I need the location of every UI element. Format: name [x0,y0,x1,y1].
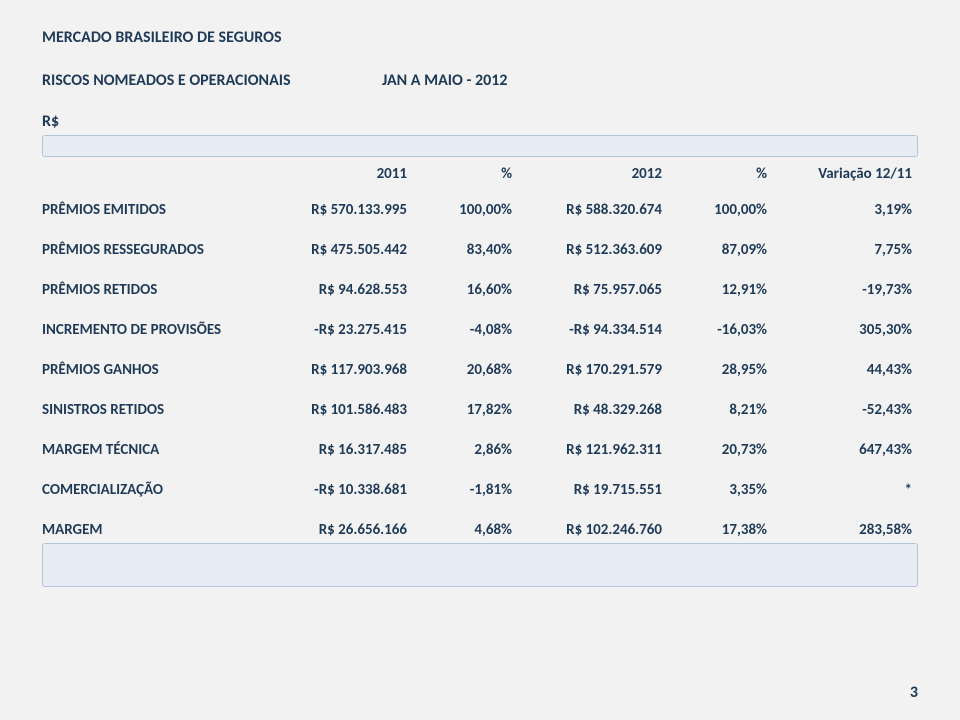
cell-2011: R$ 101.586.483 [267,401,417,419]
row-label: PRÊMIOS RESSEGURADOS [42,241,267,259]
row-label: PRÊMIOS EMITIDOS [42,201,267,219]
table-row: PRÊMIOS EMITIDOSR$ 570.133.995100,00%R$ … [42,201,918,219]
cell-pct-2011: -1,81% [417,481,522,499]
cell-pct-2011: 17,82% [417,401,522,419]
header-pct1: % [417,165,522,183]
bottom-band [42,543,918,587]
cell-2012: R$ 170.291.579 [522,361,672,379]
cell-pct-2012: 3,35% [672,481,777,499]
cell-2012: R$ 19.715.551 [522,481,672,499]
table-row: COMERCIALIZAÇÃO-R$ 10.338.681-1,81%R$ 19… [42,481,918,499]
cell-pct-2011: 100,00% [417,201,522,219]
cell-variation: 305,30% [777,321,918,339]
cell-pct-2012: 17,38% [672,521,777,539]
table-row: SINISTROS RETIDOSR$ 101.586.48317,82%R$ … [42,401,918,419]
cell-pct-2012: 12,91% [672,281,777,299]
table-row: PRÊMIOS RESSEGURADOSR$ 475.505.44283,40%… [42,241,918,259]
cell-pct-2012: 20,73% [672,441,777,459]
row-label: SINISTROS RETIDOS [42,401,267,419]
header-2012: 2012 [522,165,672,183]
table-row: MARGEM TÉCNICAR$ 16.317.4852,86%R$ 121.9… [42,441,918,459]
cell-pct-2012: -16,03% [672,321,777,339]
cell-variation: 7,75% [777,241,918,259]
table-body: PRÊMIOS EMITIDOSR$ 570.133.995100,00%R$ … [42,201,918,539]
cell-pct-2011: 16,60% [417,281,522,299]
cell-pct-2012: 87,09% [672,241,777,259]
cell-2012: R$ 588.320.674 [522,201,672,219]
row-label: PRÊMIOS GANHOS [42,361,267,379]
cell-pct-2012: 28,95% [672,361,777,379]
cell-2011: R$ 475.505.442 [267,241,417,259]
cell-variation: 3,19% [777,201,918,219]
cell-2011: -R$ 23.275.415 [267,321,417,339]
cell-2011: R$ 570.133.995 [267,201,417,219]
cell-pct-2011: -4,08% [417,321,522,339]
subtitle-row: RISCOS NOMEADOS E OPERACIONAIS JAN A MAI… [42,71,918,90]
table-header: 2011 % 2012 % Variação 12/11 [42,165,918,183]
row-label: INCREMENTO DE PROVISÕES [42,321,267,339]
subtitle-left: RISCOS NOMEADOS E OPERACIONAIS [42,71,382,90]
table-row: INCREMENTO DE PROVISÕES-R$ 23.275.415-4,… [42,321,918,339]
cell-2012: -R$ 94.334.514 [522,321,672,339]
header-2011: 2011 [267,165,417,183]
cell-2012: R$ 512.363.609 [522,241,672,259]
cell-2011: R$ 94.628.553 [267,281,417,299]
cell-2011: R$ 16.317.485 [267,441,417,459]
cell-variation: 647,43% [777,441,918,459]
row-label: COMERCIALIZAÇÃO [42,481,267,499]
header-pct2: % [672,165,777,183]
cell-variation: * [777,481,918,499]
table-row: PRÊMIOS GANHOSR$ 117.903.96820,68%R$ 170… [42,361,918,379]
cell-pct-2011: 4,68% [417,521,522,539]
cell-variation: -52,43% [777,401,918,419]
cell-2011: R$ 117.903.968 [267,361,417,379]
cell-variation: 44,43% [777,361,918,379]
cell-pct-2012: 8,21% [672,401,777,419]
cell-2011: R$ 26.656.166 [267,521,417,539]
table-row: MARGEMR$ 26.656.1664,68%R$ 102.246.76017… [42,521,918,539]
row-label: MARGEM TÉCNICA [42,441,267,459]
cell-2012: R$ 75.957.065 [522,281,672,299]
cell-2011: -R$ 10.338.681 [267,481,417,499]
subtitle-right: JAN A MAIO - 2012 [382,71,507,90]
header-variation: Variação 12/11 [777,165,918,183]
cell-pct-2011: 20,68% [417,361,522,379]
row-label: MARGEM [42,521,267,539]
currency-label: R$ [42,112,918,131]
cell-2012: R$ 48.329.268 [522,401,672,419]
cell-pct-2012: 100,00% [672,201,777,219]
cell-pct-2011: 83,40% [417,241,522,259]
cell-2012: R$ 102.246.760 [522,521,672,539]
row-label: PRÊMIOS RETIDOS [42,281,267,299]
top-band [42,135,918,157]
cell-pct-2011: 2,86% [417,441,522,459]
cell-2012: R$ 121.962.311 [522,441,672,459]
page-number: 3 [910,683,918,702]
page-title: MERCADO BRASILEIRO DE SEGUROS [42,28,918,47]
cell-variation: -19,73% [777,281,918,299]
report-page: MERCADO BRASILEIRO DE SEGUROS RISCOS NOM… [0,0,960,720]
table-row: PRÊMIOS RETIDOSR$ 94.628.55316,60%R$ 75.… [42,281,918,299]
cell-variation: 283,58% [777,521,918,539]
